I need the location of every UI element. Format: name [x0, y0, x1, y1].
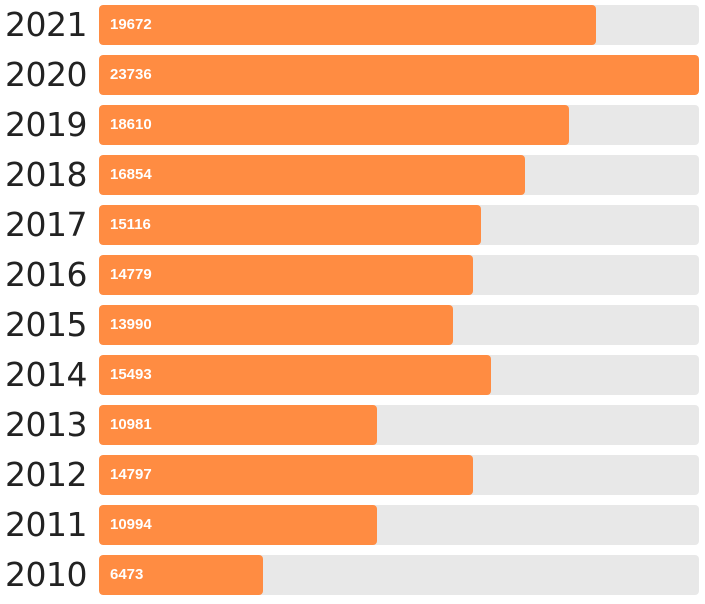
bar-row: 2011 10994 — [0, 505, 705, 545]
bar-row: 2021 19672 — [0, 5, 705, 45]
category-label: 2013 — [5, 405, 87, 444]
bar: 16854 — [99, 155, 525, 195]
category-label: 2017 — [5, 205, 87, 244]
category-label: 2019 — [5, 105, 87, 144]
bar-track: 6473 — [99, 555, 699, 595]
bar: 15116 — [99, 205, 481, 245]
bar-track: 10994 — [99, 505, 699, 545]
data-label: 15116 — [110, 216, 151, 233]
bar-row: 2020 23736 — [0, 55, 705, 95]
bar-track: 15493 — [99, 355, 699, 395]
category-label: 2016 — [5, 255, 87, 294]
bar-track: 23736 — [99, 55, 699, 95]
bar-row: 2019 18610 — [0, 105, 705, 145]
bar-row: 2015 13990 — [0, 305, 705, 345]
bar: 14779 — [99, 255, 473, 295]
category-label: 2021 — [5, 5, 87, 44]
data-label: 16854 — [110, 166, 152, 183]
bar-track: 18610 — [99, 105, 699, 145]
bar-row: 2016 14779 — [0, 255, 705, 295]
category-label: 2020 — [5, 55, 87, 94]
category-label: 2018 — [5, 155, 87, 194]
bar-row: 2014 15493 — [0, 355, 705, 395]
bar: 13990 — [99, 305, 453, 345]
bar-track: 19672 — [99, 5, 699, 45]
bar-row: 2010 6473 — [0, 555, 705, 595]
bar: 14797 — [99, 455, 473, 495]
bar: 6473 — [99, 555, 263, 595]
data-label: 6473 — [110, 566, 144, 583]
bar-row: 2013 10981 — [0, 405, 705, 445]
data-label: 13990 — [110, 316, 152, 333]
bar: 23736 — [99, 55, 699, 95]
bar-track: 16854 — [99, 155, 699, 195]
bar-track: 14779 — [99, 255, 699, 295]
bar-row: 2018 16854 — [0, 155, 705, 195]
bar: 15493 — [99, 355, 491, 395]
bar: 19672 — [99, 5, 596, 45]
data-label: 14779 — [110, 266, 152, 283]
data-label: 23736 — [110, 66, 152, 83]
data-label: 14797 — [110, 466, 152, 483]
bar-track: 15116 — [99, 205, 699, 245]
category-label: 2011 — [5, 505, 87, 544]
bar-track: 14797 — [99, 455, 699, 495]
category-label: 2014 — [5, 355, 87, 394]
bar: 10994 — [99, 505, 377, 545]
data-label: 15493 — [110, 366, 152, 383]
data-label: 10994 — [110, 516, 152, 533]
bar: 10981 — [99, 405, 377, 445]
category-label: 2010 — [5, 555, 87, 594]
bar-row: 2017 15116 — [0, 205, 705, 245]
bar: 18610 — [99, 105, 569, 145]
bar-track: 13990 — [99, 305, 699, 345]
category-label: 2015 — [5, 305, 87, 344]
data-label: 10981 — [110, 416, 152, 433]
data-label: 19672 — [110, 16, 152, 33]
category-label: 2012 — [5, 455, 87, 494]
bar-row: 2012 14797 — [0, 455, 705, 495]
bar-track: 10981 — [99, 405, 699, 445]
data-label: 18610 — [110, 116, 152, 133]
